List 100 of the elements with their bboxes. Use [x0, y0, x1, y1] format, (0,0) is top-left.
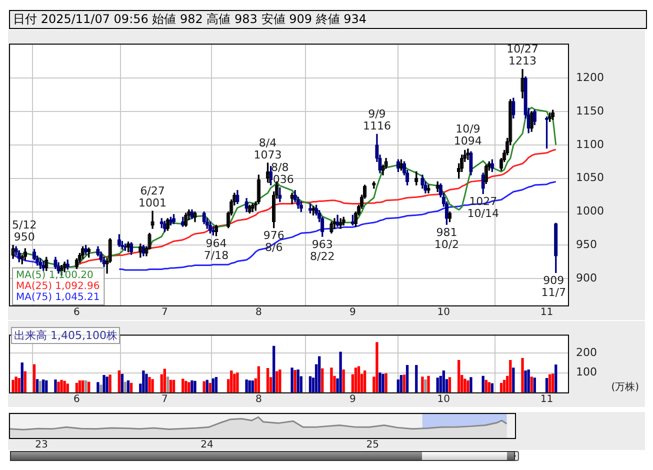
y-tick-label: 1100: [576, 138, 604, 151]
bar: [509, 360, 512, 392]
bar: [464, 378, 466, 392]
bar: [214, 376, 218, 392]
y-tick-label: 1200: [576, 70, 604, 84]
x-tick-label: 9: [349, 394, 356, 405]
bar: [248, 380, 251, 392]
y-tick-label: 1050: [576, 171, 604, 184]
bar: [212, 378, 215, 392]
bar: [533, 378, 536, 392]
x-tick-label: 23: [35, 440, 48, 451]
bar: [266, 368, 270, 392]
bar: [54, 380, 57, 392]
bar: [166, 376, 170, 392]
annotation: 964 7/18: [204, 237, 229, 262]
bar: [184, 380, 188, 392]
bar: [18, 378, 20, 392]
bar: [145, 374, 148, 392]
bar: [318, 356, 321, 392]
x-tick-label: 6: [74, 394, 80, 405]
bar: [169, 380, 172, 392]
annotation: 981 10/2: [434, 226, 460, 251]
bar: [424, 380, 427, 392]
bar: [400, 375, 403, 392]
x-tick-label: 25: [366, 440, 379, 451]
bar: [272, 346, 276, 392]
bar: [330, 368, 333, 392]
bar: [63, 380, 66, 392]
annotation: 8/4 1073: [254, 136, 282, 162]
bar: [38, 380, 42, 392]
x-tick-label: 10: [437, 394, 450, 405]
x-tick-label: 9: [349, 306, 356, 318]
bar: [436, 378, 439, 392]
y-tick-label: 1150: [576, 104, 604, 118]
bar: [278, 370, 282, 392]
bar: [402, 374, 406, 392]
bar: [245, 380, 248, 392]
bar: [342, 370, 345, 392]
annotation: 976 8/6: [263, 229, 284, 254]
bar: [427, 376, 430, 392]
bar: [108, 374, 112, 392]
y-axis-title: (万株): [611, 380, 639, 394]
bar: [233, 374, 236, 392]
bar: [363, 370, 366, 392]
bar: [552, 374, 554, 392]
x-tick-label: 11: [540, 306, 554, 318]
bar: [554, 364, 558, 392]
x-tick-label: 8: [255, 306, 262, 318]
bar: [354, 368, 358, 392]
bar: [36, 379, 39, 392]
bar: [548, 374, 552, 392]
annotation: 10/27 1213: [506, 42, 538, 68]
bar: [102, 375, 106, 392]
y-tick-label: 1000: [576, 204, 604, 218]
bar: [521, 358, 524, 392]
bar: [421, 376, 424, 392]
bar: [321, 368, 324, 392]
bar: [357, 366, 360, 392]
text: MA(75) 1,045.21: [16, 292, 100, 303]
bar: [308, 376, 312, 392]
series-label: MA(5) 1,100.20: [16, 270, 94, 281]
bar: [296, 370, 300, 392]
bar: [524, 370, 527, 392]
x-tick-label: 10: [437, 306, 450, 318]
bar: [545, 378, 548, 392]
bar: [120, 374, 124, 392]
bar: [502, 380, 506, 392]
y-tick-label: 200: [576, 346, 597, 360]
bar: [42, 380, 45, 392]
annotation: 963 8/22: [310, 238, 335, 263]
annotation: 909 11/7: [541, 274, 566, 299]
bar: [470, 377, 472, 392]
bar: [527, 370, 530, 392]
bar: [60, 380, 63, 392]
bar: [96, 382, 100, 392]
x-tick-label: 24: [200, 440, 214, 451]
bar: [188, 382, 190, 392]
bar: [148, 376, 151, 392]
bar: [406, 365, 409, 392]
bar: [24, 371, 26, 392]
bar: [142, 370, 145, 392]
bar: [151, 379, 154, 392]
bar: [448, 377, 452, 392]
bar: [484, 380, 488, 392]
bar: [339, 352, 342, 392]
annotation: 9/9 1116: [362, 108, 391, 133]
annotation: 5/12 950: [12, 218, 37, 244]
chart-title: 日付 2025/11/07 09:56 始値 982 高値 983 安値 909 終値 934: [9, 10, 647, 29]
bar: [66, 384, 69, 392]
y-tick-label: 950: [576, 238, 597, 252]
bar: [378, 372, 382, 392]
bar: [124, 382, 127, 392]
bar: [482, 376, 484, 392]
bar: [512, 368, 515, 392]
chart-title: 出来高 1,405,100株: [11, 327, 120, 344]
bar: [57, 382, 60, 392]
bar: [236, 372, 239, 392]
bar: [276, 371, 278, 392]
bar: [14, 376, 18, 392]
bar: [442, 370, 445, 392]
